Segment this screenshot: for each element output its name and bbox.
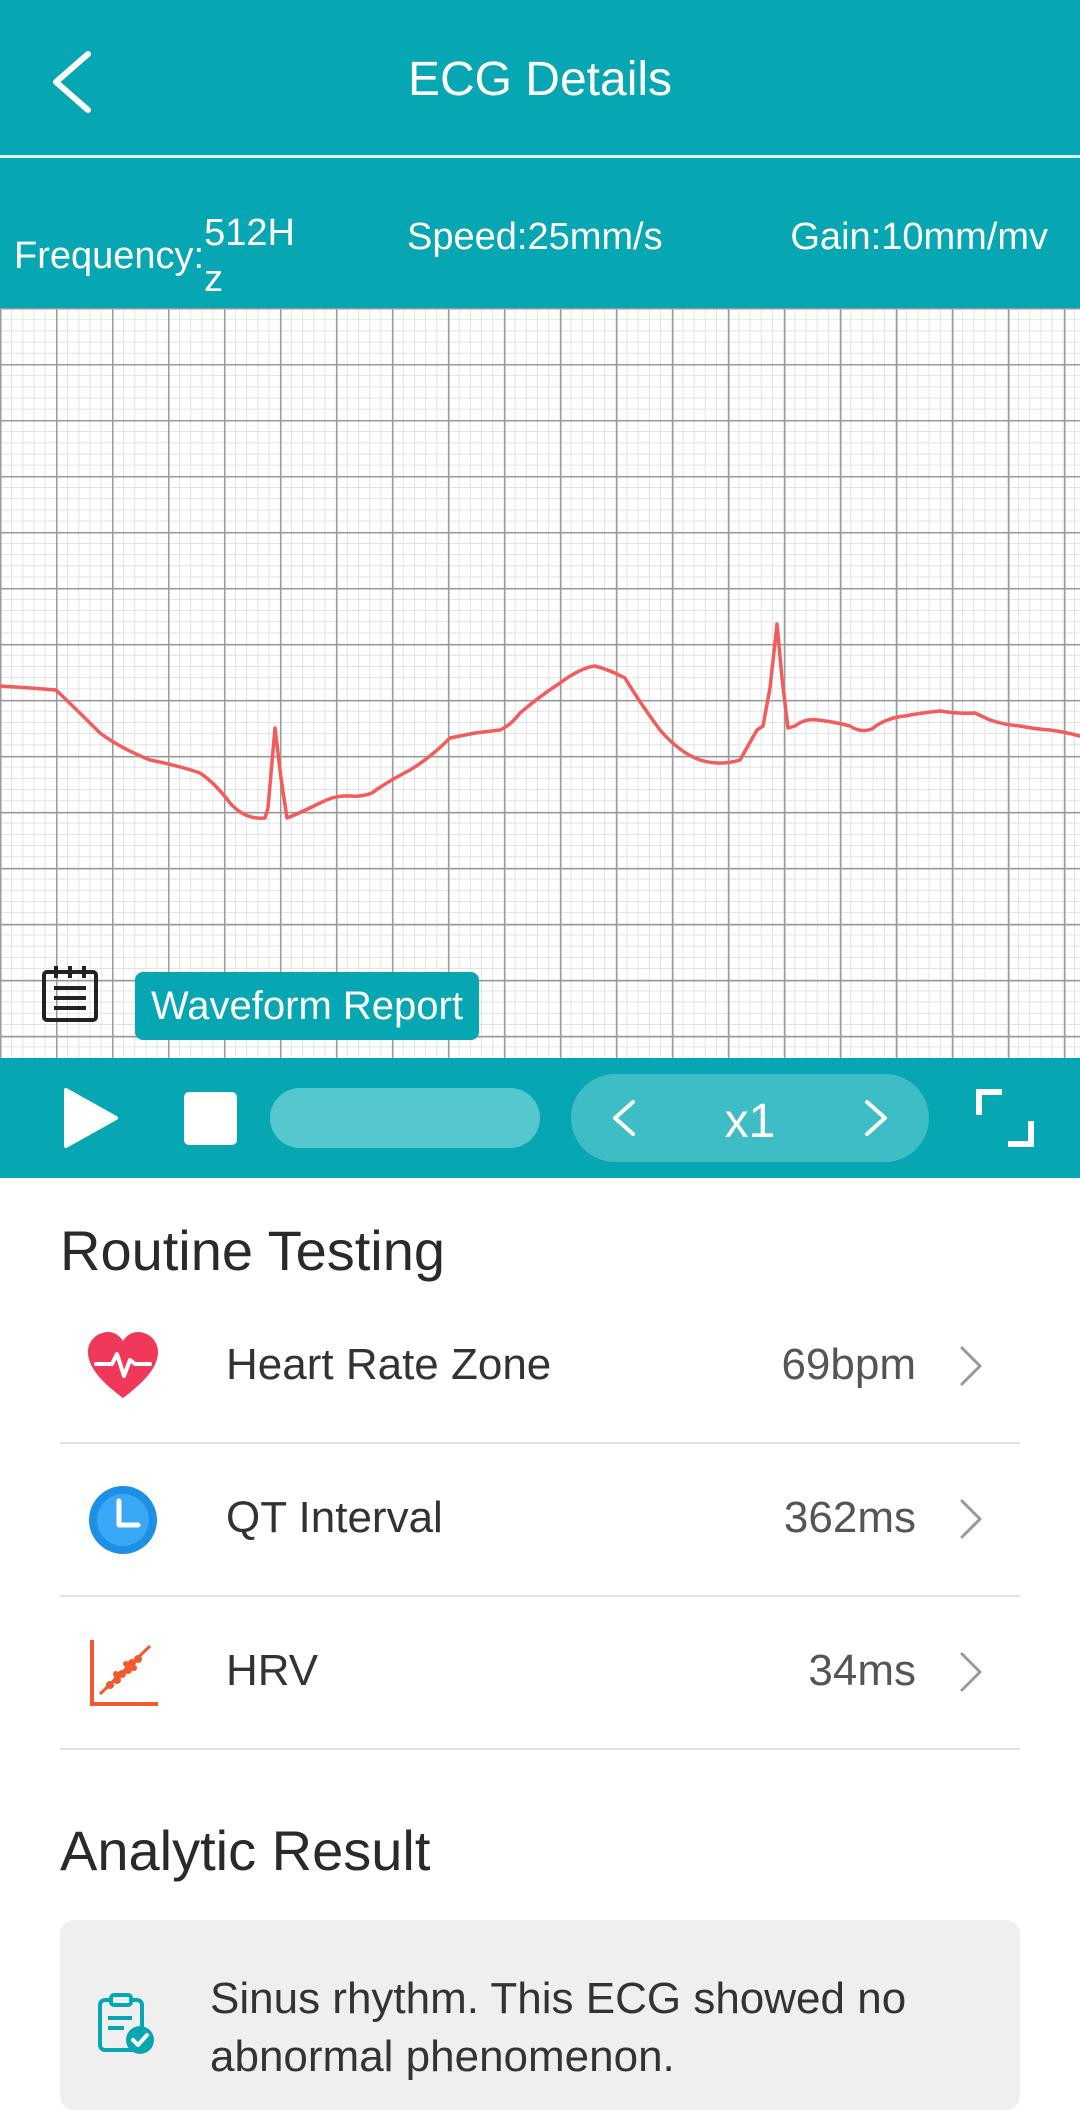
speed-info: Speed:25mm/s <box>407 216 663 258</box>
stop-button[interactable] <box>184 1092 237 1145</box>
qt-interval-value: 362ms <box>783 1493 916 1542</box>
routine-testing-title: Routine Testing <box>60 1219 445 1282</box>
speed-increase-chevron-icon[interactable] <box>841 1074 911 1162</box>
playback-controls: x1 <box>0 1058 1080 1178</box>
chevron-right-icon <box>960 1499 982 1539</box>
speed-decrease-chevron-icon[interactable] <box>589 1074 659 1162</box>
playback-progress-bar[interactable] <box>270 1088 540 1148</box>
play-icon[interactable] <box>60 1086 120 1150</box>
qt-interval-row[interactable]: QT Interval 362ms <box>60 1443 1020 1597</box>
chevron-right-icon <box>960 1346 982 1386</box>
chevron-right-icon <box>960 1652 982 1692</box>
report-document-icon[interactable] <box>40 964 100 1024</box>
playback-speed-control: x1 <box>571 1074 929 1162</box>
gain-info: Gain:10mm/mv <box>790 216 1048 258</box>
hrv-label: HRV <box>226 1646 319 1695</box>
ecg-info-bar: Frequency:512Hz Speed:25mm/s Gain:10mm/m… <box>0 158 1080 308</box>
header-divider <box>0 155 1080 158</box>
ecg-trace-line <box>0 622 1080 820</box>
clipboard-check-icon <box>98 1993 154 2054</box>
analytic-result-title: Analytic Result <box>60 1819 431 1882</box>
clock-icon <box>89 1486 157 1554</box>
analytic-result-text: Sinus rhythm. This ECG showed no abnorma… <box>210 1974 907 2081</box>
waveform-report-button[interactable]: Waveform Report <box>135 972 479 1040</box>
page-title: ECG Details <box>407 53 673 106</box>
app-header: ECG Details <box>0 0 1080 158</box>
frequency-value: 512Hz <box>204 212 295 300</box>
heart-rate-zone-row[interactable]: Heart Rate Zone 69bpm <box>60 1290 1020 1444</box>
frequency-label: Frequency: <box>14 234 205 277</box>
hrv-chart-icon <box>90 1640 158 1706</box>
analytic-result-card: Sinus rhythm. This ECG showed no abnorma… <box>60 1920 1020 2110</box>
ecg-waveform <box>0 622 1080 820</box>
back-arrow-icon[interactable] <box>40 40 110 120</box>
frequency-info: Frequency:512Hz <box>14 210 304 302</box>
hrv-value: 34ms <box>808 1646 916 1695</box>
qt-interval-label: QT Interval <box>226 1493 443 1542</box>
ecg-waveform-chart[interactable]: Waveform Report <box>0 308 1080 1058</box>
heart-rate-zone-label: Heart Rate Zone <box>226 1340 552 1389</box>
playback-rate-value: x1 <box>724 1095 776 1148</box>
heart-rate-icon <box>88 1332 158 1398</box>
fullscreen-expand-icon[interactable] <box>975 1088 1035 1148</box>
heart-rate-zone-value: 69bpm <box>781 1340 916 1389</box>
hrv-row[interactable]: HRV 34ms <box>60 1596 1020 1750</box>
